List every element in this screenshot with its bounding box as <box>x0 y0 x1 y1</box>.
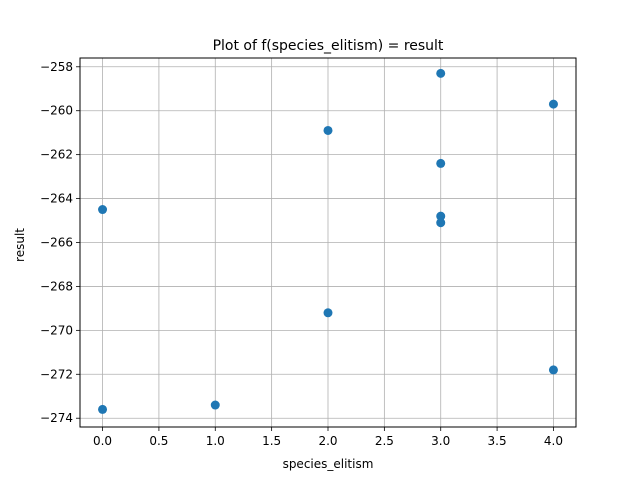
x-tick-label: 4.0 <box>544 434 563 448</box>
data-point <box>98 404 108 414</box>
data-point <box>436 211 446 221</box>
y-tick-label: −268 <box>40 279 73 293</box>
y-tick-label: −274 <box>40 411 73 425</box>
axis-ticks: 0.0 0.5 1.0 1.5 2.0 2.5 3.0 3.5 4.0 −258 −260 −262 −… <box>40 60 563 448</box>
data-point <box>436 218 446 228</box>
x-tick-label: 3.0 <box>431 434 450 448</box>
y-axis-label: result <box>13 228 27 262</box>
x-tick-label: 0.0 <box>93 434 112 448</box>
grid <box>80 58 576 427</box>
x-tick-label: 3.5 <box>488 434 507 448</box>
y-tick-label: −258 <box>40 60 73 74</box>
data-point <box>436 68 446 78</box>
y-tick-label: −270 <box>40 323 73 337</box>
y-tick-label: −260 <box>40 104 73 118</box>
y-tick-label: −264 <box>40 192 73 206</box>
data-point <box>98 205 108 215</box>
y-tick-label: −272 <box>40 367 73 381</box>
x-tick-label: 2.0 <box>318 434 337 448</box>
y-tick-label: −262 <box>40 148 73 162</box>
x-tick-label: 2.5 <box>375 434 394 448</box>
data-point <box>210 400 220 410</box>
data-points <box>98 68 558 414</box>
data-point <box>436 158 446 168</box>
x-tick-label: 1.5 <box>262 434 281 448</box>
chart-title: Plot of f(species_elitism) = result <box>213 38 444 54</box>
data-point <box>323 125 333 135</box>
y-tick-label: −266 <box>40 236 73 250</box>
data-point <box>548 365 558 375</box>
data-point <box>323 308 333 318</box>
data-point <box>548 99 558 109</box>
x-axis-label: species_elitism <box>283 457 374 471</box>
x-tick-label: 1.0 <box>206 434 225 448</box>
x-tick-label: 0.5 <box>149 434 168 448</box>
